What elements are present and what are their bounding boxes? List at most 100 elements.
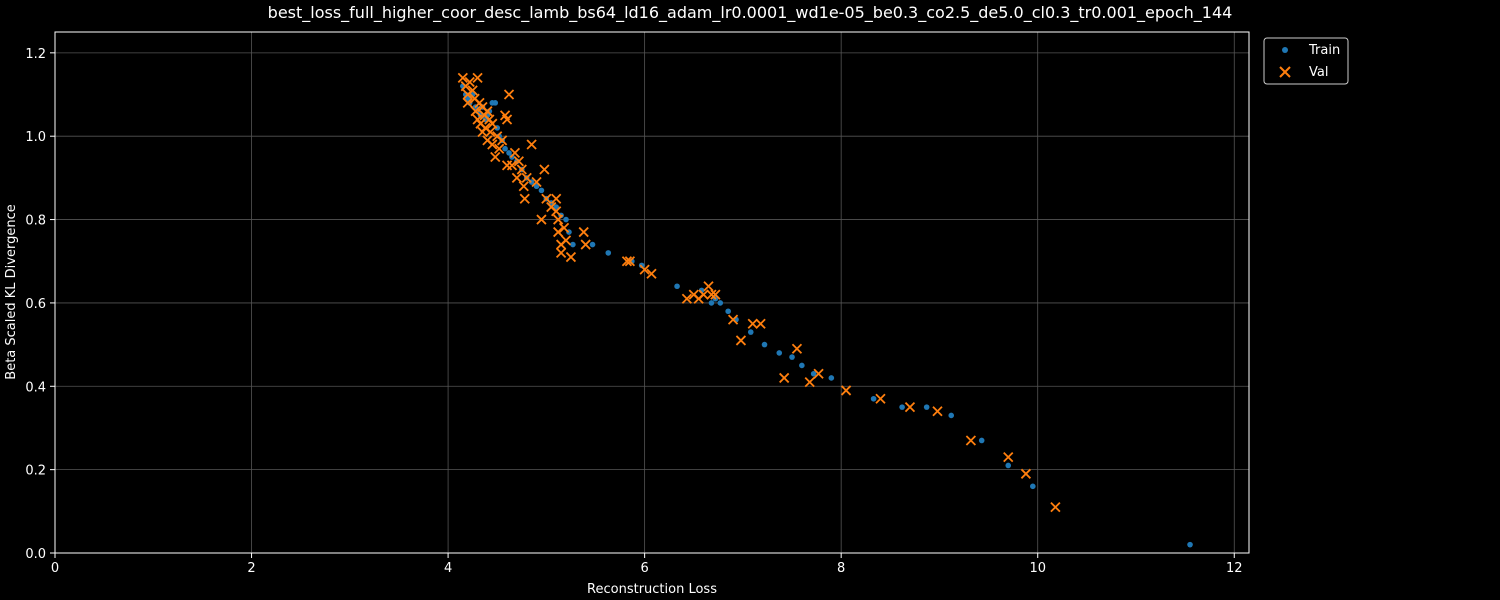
val-point	[551, 193, 562, 204]
val-point	[621, 256, 633, 267]
val-point	[553, 226, 564, 238]
train-point	[570, 241, 576, 248]
train-point	[761, 341, 768, 348]
val-point	[813, 368, 824, 379]
val-point	[513, 156, 524, 167]
train-point	[533, 183, 540, 190]
val-point	[472, 72, 483, 83]
x-tick-label: 0	[51, 561, 59, 576]
x-tick-label: 4	[444, 561, 452, 576]
val-point	[560, 235, 572, 246]
x-axis: 0 2 4 6 8 10 12	[51, 553, 1243, 576]
val-point	[511, 172, 523, 184]
val-point	[509, 147, 521, 159]
val-point	[578, 226, 589, 238]
train-point	[717, 300, 724, 306]
val-point	[840, 385, 852, 396]
val-point	[501, 114, 513, 125]
val-point	[526, 139, 537, 150]
legend: Train Val	[1263, 37, 1349, 85]
val-point	[558, 222, 570, 234]
val-point	[727, 314, 739, 325]
val-point	[624, 256, 636, 267]
val-point	[541, 193, 552, 204]
val-point	[531, 176, 542, 188]
val-point	[485, 126, 496, 138]
train-point	[828, 375, 835, 381]
val-point	[565, 251, 577, 263]
train-point	[589, 241, 596, 248]
val-point	[580, 239, 591, 250]
val-point	[487, 118, 498, 129]
x-tick-label: 10	[1029, 561, 1046, 576]
train-point	[899, 404, 905, 410]
y-tick-label: 0.0	[25, 547, 46, 562]
train-point	[1030, 483, 1036, 490]
val-point	[932, 406, 943, 417]
val-point	[536, 214, 547, 225]
val-point	[521, 172, 532, 184]
train-point	[1187, 541, 1193, 548]
val-point	[965, 435, 977, 446]
val-point	[551, 206, 562, 217]
legend-marker-val	[1279, 66, 1291, 78]
val-point	[470, 106, 481, 117]
train-point	[870, 395, 877, 402]
train-point	[553, 204, 559, 210]
val-point	[755, 318, 766, 329]
train-point	[776, 350, 783, 356]
legend-label-val: Val	[1309, 65, 1328, 80]
val-point	[779, 372, 790, 384]
train-point	[492, 100, 499, 106]
train-point	[708, 300, 715, 306]
y-tick-label: 0.4	[25, 380, 46, 395]
y-tick-label: 0.8	[25, 214, 46, 229]
val-point	[503, 89, 515, 100]
train-point	[464, 95, 471, 102]
legend-label-train: Train	[1308, 43, 1340, 58]
train-point	[605, 250, 612, 256]
train-point	[502, 145, 508, 152]
val-point	[1003, 451, 1014, 463]
val-point	[735, 335, 747, 346]
val-point	[646, 268, 657, 279]
val-point	[519, 193, 530, 204]
val-point	[494, 143, 505, 154]
train-point	[789, 354, 795, 360]
train-point	[799, 362, 805, 369]
x-axis-label: Reconstruction Loss	[587, 582, 717, 597]
val-point	[706, 289, 717, 300]
val-point	[496, 135, 508, 146]
val-point	[1050, 502, 1061, 513]
val-point	[462, 97, 473, 108]
chart-title: best_loss_full_higher_coor_desc_lamb_bs6…	[268, 3, 1233, 23]
data-points	[457, 72, 1193, 548]
val-point	[482, 106, 493, 117]
val-point	[506, 160, 518, 171]
val-point	[710, 289, 721, 300]
y-tick-label: 1.0	[25, 130, 46, 145]
train-point	[810, 370, 817, 377]
x-tick-label: 12	[1226, 561, 1243, 576]
y-axis: 0.0 0.2 0.4 0.6 0.8 1.0 1.2	[25, 47, 55, 562]
train-point	[1005, 462, 1012, 469]
x-tick-label: 2	[247, 561, 255, 576]
val-point	[804, 376, 815, 388]
val-point	[747, 318, 758, 329]
plot-area-frame	[54, 31, 1250, 554]
val-point	[791, 343, 803, 354]
x-tick-label: 8	[837, 561, 845, 576]
val-point	[518, 181, 529, 192]
train-point	[538, 187, 545, 194]
train-point	[948, 412, 955, 419]
y-axis-label: Beta Scaled KL Divergence	[4, 204, 19, 379]
train-point	[506, 150, 512, 156]
val-point	[875, 393, 886, 404]
legend-marker-train	[1282, 47, 1288, 53]
val-point	[457, 72, 468, 83]
val-point	[555, 247, 567, 259]
val-point	[490, 151, 501, 163]
train-point	[725, 308, 731, 315]
val-point	[1020, 468, 1032, 479]
